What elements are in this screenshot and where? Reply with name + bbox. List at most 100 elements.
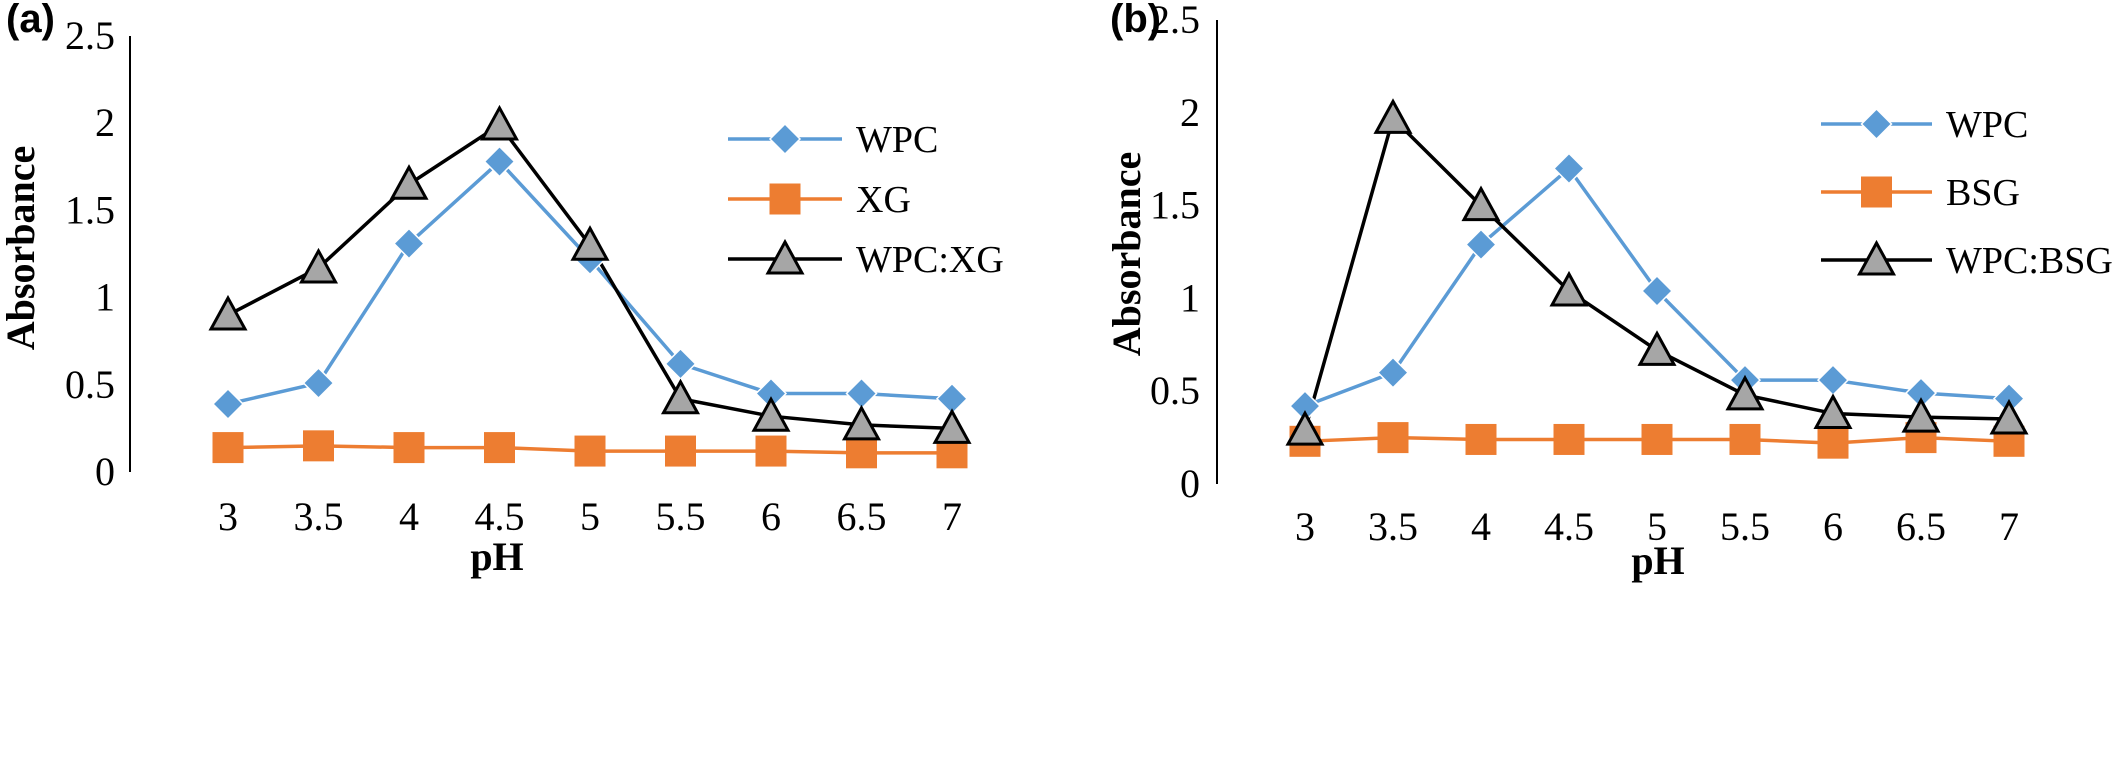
data-point-wpc-xg (298, 247, 339, 284)
x-tick-label: 5 (1647, 504, 1667, 549)
data-point-xg (393, 432, 425, 464)
data-point-xg (212, 432, 244, 464)
data-point-wpc-xg (389, 164, 429, 200)
legend-item: WPC:XG (728, 238, 1004, 281)
data-point-wpc-bsg (1637, 330, 1677, 366)
data-point-bsg (1465, 423, 1497, 455)
data-point-wpc-xg (660, 378, 701, 415)
data-point-xg (846, 437, 877, 469)
data-point-wpc (1464, 228, 1498, 261)
legend-label: WPC:BSG (1946, 240, 2113, 282)
legend-label: WPC:XG (856, 239, 1004, 281)
x-tick-label: 4.5 (475, 494, 525, 539)
legend-marker (769, 183, 801, 215)
y-tick-label: 2 (95, 100, 115, 145)
x-axis-title: pH (470, 534, 523, 579)
data-point-wpc-xg (932, 408, 972, 444)
legend-item: WPC:BSG (1821, 239, 2113, 282)
data-point-bsg (1377, 422, 1409, 454)
x-axis-title: pH (1631, 538, 1684, 583)
data-point-wpc (845, 377, 878, 410)
y-tick-label: 0.5 (65, 362, 115, 407)
data-point-wpc-xg (751, 396, 791, 432)
y-tick-label: 1.5 (65, 187, 115, 232)
y-tick-label: 2 (1180, 90, 1200, 135)
legend-marker (765, 238, 805, 275)
series-line-wpc-bsg (1303, 116, 2010, 431)
data-point-wpc-xg (570, 225, 610, 261)
y-tick-label: 2.5 (1150, 0, 1200, 42)
x-tick-label: 5 (580, 494, 600, 539)
data-point-wpc-bsg (1285, 410, 1325, 446)
data-point-wpc-bsg (1549, 270, 1589, 307)
y-axis-title: Absorbance (0, 146, 43, 350)
x-tick-label: 3 (218, 494, 238, 539)
legend-label: WPC (1946, 104, 2028, 146)
data-point-wpc-bsg (1373, 98, 1413, 134)
legend-marker (768, 122, 802, 156)
data-point-xg (484, 432, 515, 464)
y-tick-label: 1.5 (1150, 183, 1200, 228)
data-point-wpc-bsg (1813, 393, 1853, 429)
y-axis-title: Absorbance (1104, 152, 1149, 356)
data-point-wpc (1816, 364, 1850, 397)
x-tick-label: 4 (1471, 504, 1491, 549)
x-tick-label: 3 (1295, 504, 1315, 549)
legend-item: XG (728, 179, 911, 221)
x-tick-label: 6 (761, 494, 781, 539)
data-point-wpc (392, 227, 426, 260)
panel-label: (b) (1110, 0, 1161, 41)
panel-label: (a) (6, 0, 55, 41)
data-point-wpc-xg (208, 294, 248, 331)
data-point-bsg (1553, 423, 1585, 455)
x-tick-label: 4.5 (1544, 504, 1594, 549)
data-point-wpc-bsg (1901, 397, 1941, 433)
data-point-wpc-bsg (1461, 185, 1501, 222)
data-point-wpc (302, 366, 335, 400)
legend-item: BSG (1821, 172, 2020, 214)
x-tick-label: 5.5 (1720, 504, 1770, 549)
legend-marker (1856, 239, 1897, 276)
chart-panel-a: 0 0.5 1 1.5 2 2.5 3 3.5 4 4.5 5 5.5 6 6.5 7 pH Absorbanc… (0, 0, 1004, 579)
legend: WPC XG WPC:XG (728, 119, 1004, 281)
x-tick-label: 6.5 (1896, 504, 1946, 549)
data-point-wpc (483, 145, 516, 178)
data-point-xg (665, 435, 696, 467)
data-point-wpc (1376, 356, 1410, 389)
legend-label: XG (856, 179, 911, 221)
data-point-wpc-xg (841, 404, 882, 441)
chart-panel-b: 0 0.5 1 1.5 2 2.5 3 3.5 4 4.5 5 5.5 6 6.5 7 pH Absorbanc… (1104, 0, 2113, 583)
data-point-bsg (1729, 423, 1761, 455)
legend-marker (1860, 107, 1893, 141)
data-point-xg (755, 435, 787, 467)
data-point-bsg (1641, 423, 1673, 455)
x-tick-label: 6.5 (837, 494, 887, 539)
legend-item: WPC (728, 119, 938, 161)
y-tick-label: 1 (1180, 275, 1200, 320)
data-point-wpc (1640, 274, 1674, 308)
data-point-wpc-xg (479, 104, 520, 141)
data-point-wpc-bsg (1725, 374, 1765, 411)
legend-item: WPC (1821, 104, 2028, 146)
legend-label: WPC (856, 119, 938, 161)
y-tick-label: 0.5 (1150, 368, 1200, 413)
x-tick-label: 7 (1999, 504, 2019, 549)
data-point-wpc (211, 387, 245, 421)
x-tick-label: 3.5 (1368, 504, 1418, 549)
legend: WPC BSG WPC:BSG (1821, 104, 2113, 282)
data-point-xg (574, 435, 606, 467)
data-point-xg (303, 430, 334, 462)
x-tick-label: 4 (399, 494, 419, 539)
y-tick-label: 0 (95, 449, 115, 494)
data-point-bsg (1817, 427, 1849, 459)
x-tick-label: 3.5 (294, 494, 344, 539)
y-tick-label: 1 (95, 275, 115, 320)
series-line-wpc-xg (227, 123, 953, 431)
data-point-wpc (1552, 152, 1586, 185)
y-tick-label: 0 (1180, 461, 1200, 506)
y-tick-label: 2.5 (65, 13, 115, 58)
x-tick-label: 7 (942, 494, 962, 539)
x-tick-label: 5.5 (656, 494, 706, 539)
x-tick-label: 6 (1823, 504, 1843, 549)
